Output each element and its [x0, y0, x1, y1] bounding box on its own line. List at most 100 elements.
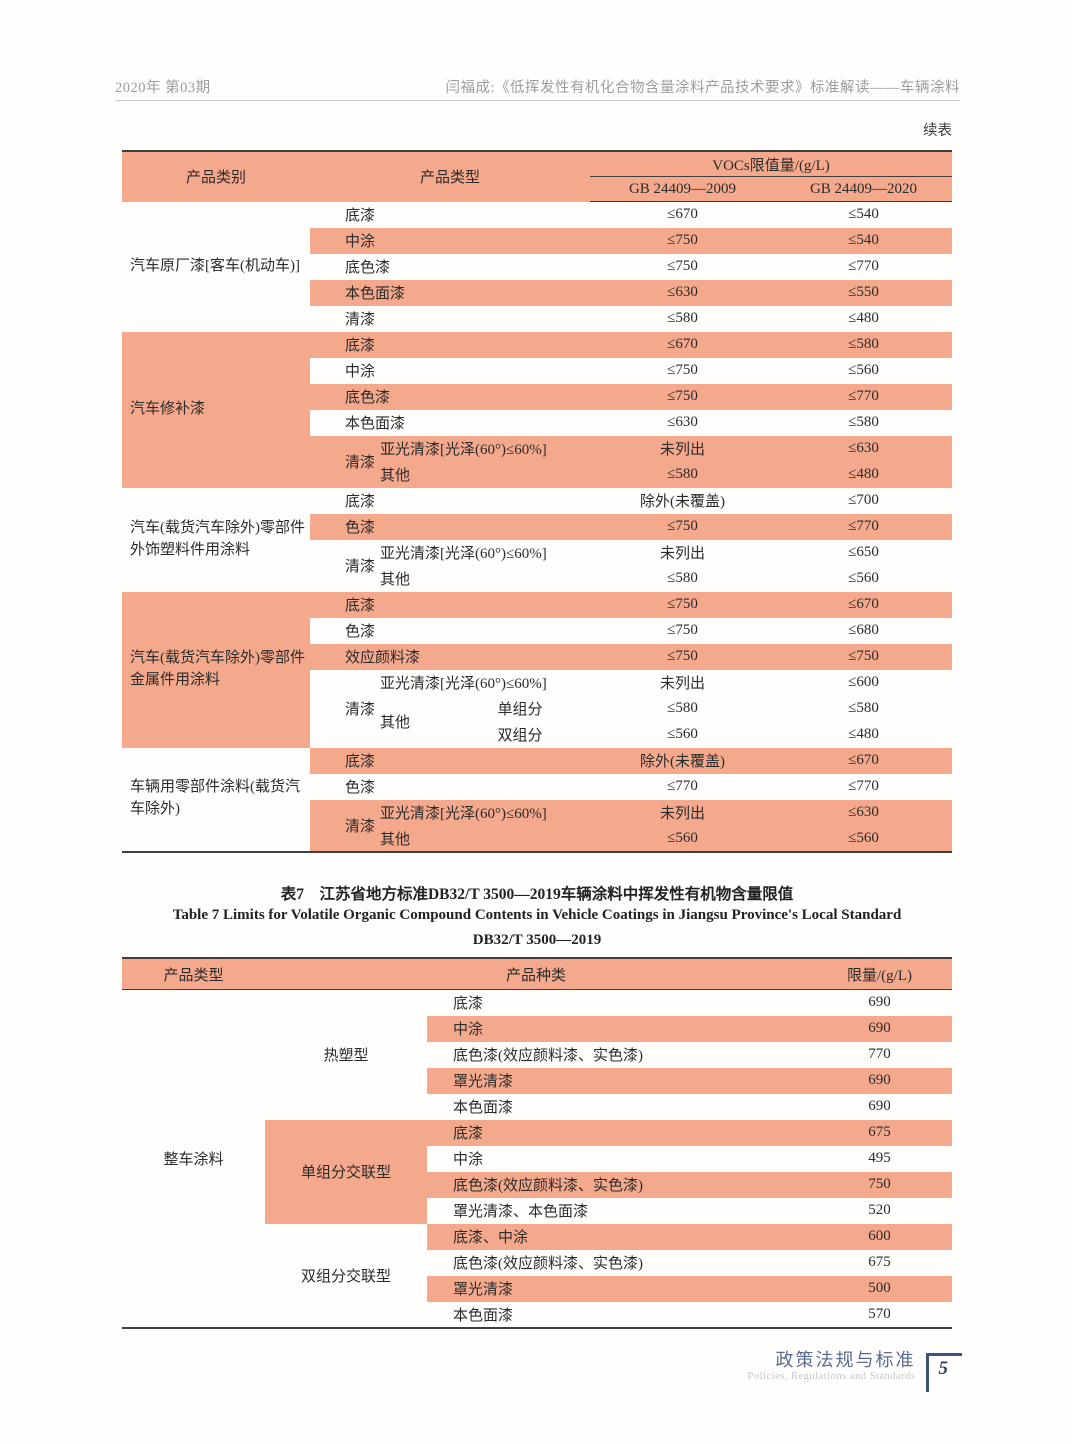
table-row: 其他 ≤560 ≤560 — [122, 825, 953, 852]
cell-type: 清漆 — [345, 312, 376, 328]
group-label: 汽车(载货汽车除外)零部件外饰塑料件用涂料 — [130, 519, 305, 558]
issue-label: 2020年 第03期 — [115, 80, 211, 96]
cell-type: 底色漆 — [345, 260, 391, 276]
table-row: 其他 ≤580 ≤480 — [122, 461, 953, 488]
cell-2020: ≤670 — [775, 591, 953, 618]
table-row: 清漆 亚光清漆[光泽(60°)≤60%] 未列出 ≤650 — [122, 540, 952, 575]
cell-2020: ≤770 — [775, 513, 953, 540]
cell-type: 本色面漆 — [345, 416, 406, 432]
page-number: 5 — [938, 1358, 949, 1379]
cell-2009: 未列出 — [660, 546, 706, 562]
cell-limit: 690 — [807, 1067, 953, 1094]
table-row: 中涂 690 — [122, 1015, 953, 1042]
table-row: 底色漆 ≤750 ≤770 — [122, 254, 952, 280]
cell-limit: 495 — [868, 1150, 891, 1166]
cell-limit: 520 — [868, 1202, 891, 1218]
cell-2009: 未列出 — [590, 435, 776, 462]
t1-header-gb2009: GB 24409—2009 — [590, 176, 776, 202]
cell-subtype: 亚光清漆[光泽(60°)≤60%] — [378, 799, 591, 826]
table-row: 汽车(载货汽车除外)零部件金属件用涂料 底漆 ≤750 ≤670 — [122, 591, 953, 748]
footer-title-en: Policies, Regulations and Standards — [747, 1370, 916, 1382]
cell-2020: ≤560 — [848, 570, 879, 586]
cell-limit: 500 — [807, 1275, 953, 1302]
cell-2009: ≤770 — [667, 778, 698, 794]
cell-2020: ≤480 — [775, 461, 953, 488]
table-row: 汽车修补漆 底漆 ≤670 ≤580 — [122, 331, 953, 488]
group-label: 车辆用零部件涂料(载货汽车除外) — [130, 779, 300, 817]
cell-kind: 罩光清漆 — [427, 1067, 808, 1094]
cell-limit: 600 — [807, 1223, 953, 1250]
cell-2009: ≤560 — [667, 726, 698, 742]
table-row: 其他 单组分 ≤580 ≤580 — [122, 696, 952, 731]
cell-2020: ≤680 — [848, 622, 879, 638]
cell-2009: ≤750 — [590, 591, 776, 618]
table-row: 罩光清漆、本色面漆 520 — [122, 1198, 952, 1224]
table-row: 双组分交联型 底漆、中涂 600 — [122, 1223, 953, 1285]
cell-limit: 570 — [868, 1305, 891, 1322]
table-row: 产品类别 产品类型 VOCs限值量/(g/L) — [122, 151, 953, 202]
cell-subtype: 亚光清漆[光泽(60°)≤60%] — [378, 435, 591, 462]
subgroup-label: 热塑型 — [323, 1048, 369, 1065]
group-label: 整车涂料 — [163, 1151, 224, 1168]
t7-header-kind: 产品种类 — [265, 958, 808, 990]
cell-2009: ≤580 — [667, 700, 698, 716]
continued-table-label: 续表 — [923, 123, 952, 139]
cell-2020: ≤580 — [848, 414, 879, 430]
cell-type: 效应颜料漆 — [310, 643, 591, 670]
cell-limit: 770 — [868, 1046, 891, 1062]
table-row: 罩光清漆 500 — [122, 1275, 953, 1302]
cell-subtype: 其他 — [378, 461, 591, 488]
table-row: 色漆 ≤750 ≤680 — [122, 618, 952, 644]
cell-2020: ≤580 — [775, 331, 953, 358]
table-row: 中涂 495 — [122, 1146, 952, 1172]
cell-subtype: 亚光清漆[光泽(60°)≤60%] — [380, 546, 547, 562]
table-row: 清漆 亚光清漆[光泽(60°)≤60%] 未列出 ≤630 — [122, 799, 953, 852]
cell-subtype: 其他 — [380, 572, 411, 588]
cell-component: 单组分 — [497, 702, 543, 718]
t1-header-gb2020: GB 24409—2020 — [775, 176, 953, 202]
cell-2009: 未列出 — [590, 799, 776, 826]
cell-type: 本色面漆 — [310, 279, 591, 306]
t1-header-category: 产品类别 — [122, 151, 310, 202]
cell-2020: ≤650 — [848, 544, 879, 560]
table-row: 清漆 亚光清漆[光泽(60°)≤60%] 未列出 ≤600 — [122, 670, 952, 718]
cell-kind: 本色面漆 — [453, 1100, 514, 1116]
page-number-box: 5 — [925, 1353, 962, 1392]
cell-type: 中涂 — [345, 364, 376, 380]
table-row: GB 24409—2009 GB 24409—2020 — [122, 176, 953, 202]
table-row: 清漆 亚光清漆[光泽(60°)≤60%] 未列出 ≤630 — [122, 435, 953, 488]
cell-subtype: 其他 — [378, 825, 591, 852]
table-row: 车辆用零部件涂料(载货汽车除外) 底漆 除外(未覆盖) ≤670 — [122, 747, 953, 817]
group-label: 汽车原厂漆[客车(机动车)] — [130, 257, 300, 274]
cell-type: 底漆 — [310, 747, 591, 774]
footer-section-title: 政策法规与标准 Policies, Regulations and Standa… — [748, 1350, 916, 1382]
t1-header-vocs: VOCs限值量/(g/L) — [590, 151, 953, 177]
cell-2009: ≤580 — [590, 461, 776, 488]
table-row: 罩光清漆 690 — [122, 1067, 953, 1094]
cell-limit: 690 — [868, 1098, 891, 1114]
cell-2009: ≤750 — [590, 383, 776, 410]
cell-type: 色漆 — [345, 624, 376, 640]
table-row: 底色漆(效应颜料漆、实色漆) 675 — [122, 1250, 952, 1276]
cell-2020: ≤550 — [775, 279, 953, 306]
table-row: 本色面漆 ≤630 ≤580 — [122, 410, 952, 436]
table-row: 底色漆(效应颜料漆、实色漆) 770 — [122, 1042, 952, 1068]
cell-type: 底色漆 — [310, 383, 591, 410]
cell-2020: ≤560 — [775, 825, 953, 852]
cell-2009: ≤750 — [590, 643, 776, 670]
cell-kind: 本色面漆 — [453, 1307, 514, 1324]
cell-2020: ≤670 — [775, 747, 953, 774]
cell-limit: 675 — [807, 1119, 953, 1146]
cell-2020: ≤770 — [848, 258, 879, 274]
table-row: 清漆 ≤580 ≤480 — [122, 306, 952, 332]
cell-type: 清漆 — [310, 435, 378, 488]
cell-2009: ≤750 — [590, 227, 776, 254]
cell-kind: 底漆、中涂 — [427, 1223, 808, 1250]
cell-2020: ≤630 — [775, 435, 953, 462]
table-row: 整车涂料 热塑型 底漆 690 — [122, 990, 952, 1168]
cell-limit: 750 — [807, 1171, 953, 1198]
cell-2009: ≤560 — [590, 825, 776, 852]
table-row: 本色面漆 ≤630 ≤550 — [122, 279, 953, 306]
cell-2009: ≤580 — [667, 570, 698, 586]
jiangsu-limits-table: 产品类型 产品种类 限量/(g/L) 整车涂料 热塑型 底漆 690 中涂 69… — [122, 957, 953, 1329]
